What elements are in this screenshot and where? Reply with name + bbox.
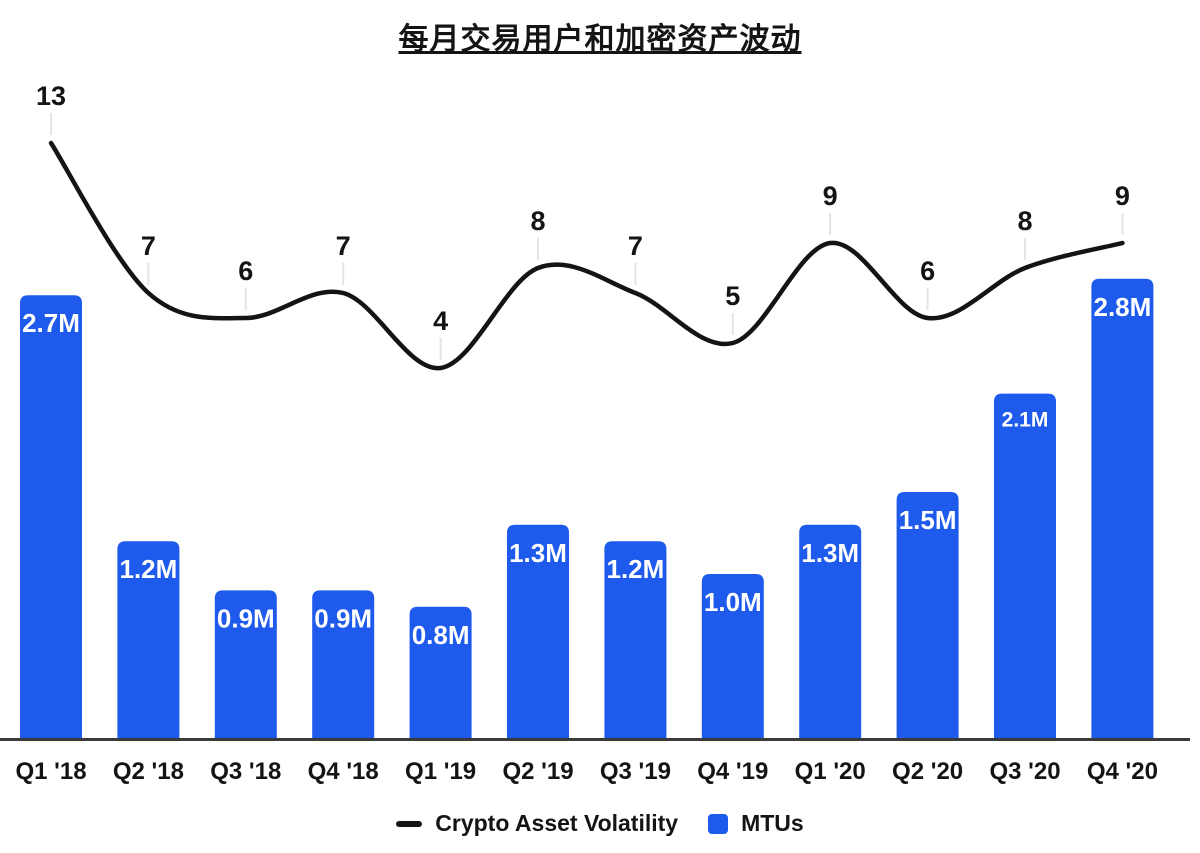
volatility-point-label: 9 [823,181,838,211]
x-axis-label: Q1 '18 [15,758,86,785]
x-axis-label: Q3 '20 [989,758,1060,785]
mtus-bar [896,492,959,738]
chart-title: 每月交易用户和加密资产波动 [398,23,802,56]
volatility-point-label: 7 [628,231,643,261]
bar-value-label: 1.3M [509,538,567,568]
legend-item-volatility: Crypto Asset Volatility [396,810,678,837]
x-axis-label: Q3 '19 [600,758,671,785]
bar-value-label: 2.7M [22,308,80,338]
x-axis-label: Q2 '19 [502,758,573,785]
line-swatch-icon [396,820,423,827]
mtus-bar [604,541,667,738]
volatility-point-label: 5 [725,281,740,311]
legend-item-mtus: MTUs [708,810,804,837]
bar-swatch-icon [708,813,729,834]
bar-value-label: 2.1M [1002,409,1049,432]
legend-label-volatility: Crypto Asset Volatility [435,810,679,836]
volatility-point-label: 6 [238,256,253,286]
bar-value-label: 1.0M [704,587,762,617]
bar-value-label: 0.9M [217,603,275,633]
volatility-line [48,140,1125,371]
volatility-point-label: 7 [141,231,156,261]
volatility-point-label: 9 [1115,181,1130,211]
x-axis-label: Q2 '20 [892,758,963,785]
mtus-bar [214,590,277,738]
volatility-point-label: 13 [36,81,66,111]
volatility-point-label: 8 [1017,206,1032,236]
mtus-bar [994,393,1056,738]
mtus-bar [799,524,862,738]
x-axis-label: Q1 '20 [795,758,866,785]
bar-value-label: 1.3M [801,538,859,568]
x-axis-label: Q1 '19 [405,758,476,785]
chart-legend: Crypto Asset Volatility MTUs [0,810,1200,837]
legend-label-mtus: MTUs [741,810,804,836]
bar-value-label: 0.8M [412,620,470,650]
x-axis-label: Q4 '20 [1087,758,1158,785]
bar-value-label: 1.5M [899,505,957,535]
x-axis-label: Q3 '18 [210,758,281,785]
x-axis-label: Q4 '18 [308,758,379,785]
bar-value-label: 0.9M [314,603,372,633]
mtus-bar [312,590,375,738]
mtus-bar [409,606,472,738]
x-axis-label: Q2 '18 [113,758,184,785]
mtus-bar [20,295,82,738]
bar-value-label: 2.8M [1093,292,1151,322]
mtus-bar [1091,278,1154,738]
volatility-point-label: 6 [920,256,935,286]
x-axis-label: Q4 '19 [697,758,768,785]
volatility-point-label: 7 [336,231,351,261]
bar-value-label: 1.2M [119,554,177,584]
mtus-bar [507,524,569,738]
mtus-bar [117,541,180,738]
volatility-point-label: 8 [530,206,545,236]
mtus-bar [701,574,764,738]
chart-canvas: 13 7 6 7 4 8 7 5 9 6 8 9 2.7M 1.2M 0.9M 0.9M 0.8M 1.3M 1.2… [0,81,1190,785]
volatility-point-label: 4 [433,306,448,336]
bar-value-label: 1.2M [606,554,664,584]
